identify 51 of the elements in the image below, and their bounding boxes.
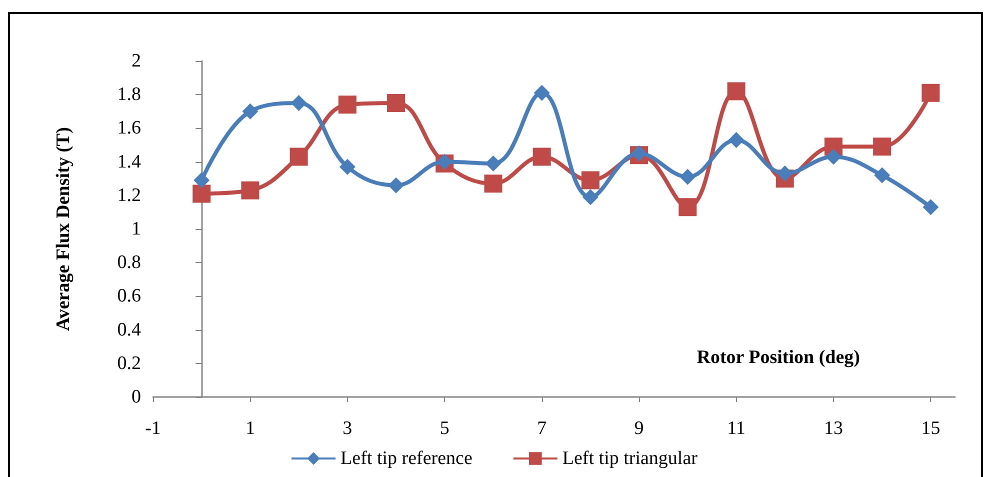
point (727, 82, 746, 100)
point (241, 181, 260, 200)
point (484, 174, 502, 193)
x-tick-label: 1 (245, 418, 255, 439)
point (338, 96, 356, 114)
y-tick-label: 1.6 (117, 118, 141, 139)
point (192, 184, 211, 203)
point (678, 198, 697, 216)
x-tick-label: 3 (342, 418, 352, 439)
point (485, 155, 502, 172)
point (873, 138, 892, 156)
y-tick-label: 0.4 (117, 319, 142, 340)
point (825, 148, 842, 165)
x-tick-label: 11 (727, 418, 746, 439)
x-tick-label: 9 (634, 418, 644, 439)
point (532, 148, 551, 166)
point (582, 189, 598, 206)
point (290, 95, 307, 111)
point (680, 168, 696, 185)
y-tick-label: 0.2 (117, 352, 141, 374)
legend-label: Left tip reference (340, 448, 472, 469)
x-tick-label: -1 (145, 418, 161, 439)
y-tick-label: 1 (132, 218, 141, 240)
point (631, 145, 648, 162)
point (776, 166, 793, 182)
point (387, 94, 406, 112)
y-tick-label: 1.8 (117, 84, 141, 106)
y-tick-label: 0.6 (117, 286, 141, 307)
legend-label: Left tip triangular (562, 448, 698, 469)
point (534, 84, 550, 101)
x-tick-label: 13 (824, 418, 843, 439)
point (922, 84, 940, 102)
x-tick-label: 7 (537, 418, 547, 439)
x-tick-label: 5 (440, 418, 450, 439)
y-tick-label: 0 (132, 386, 141, 408)
point (194, 172, 210, 188)
x-axis-title: Rotor Position (deg) (696, 347, 860, 368)
point (922, 199, 939, 216)
y-tick-label: 1.4 (117, 151, 142, 172)
y-axis-title: Average Flux Density (T) (53, 127, 74, 331)
point (290, 148, 308, 166)
y-tick-label: 2 (132, 50, 141, 72)
point (388, 177, 404, 194)
x-tick-label: 15 (921, 418, 940, 439)
point (874, 167, 890, 184)
point (242, 103, 258, 120)
y-tick-label: 1.2 (117, 184, 141, 206)
y-tick-label: 0.8 (117, 252, 141, 274)
point (581, 171, 600, 190)
point (728, 132, 744, 148)
point (339, 158, 356, 175)
